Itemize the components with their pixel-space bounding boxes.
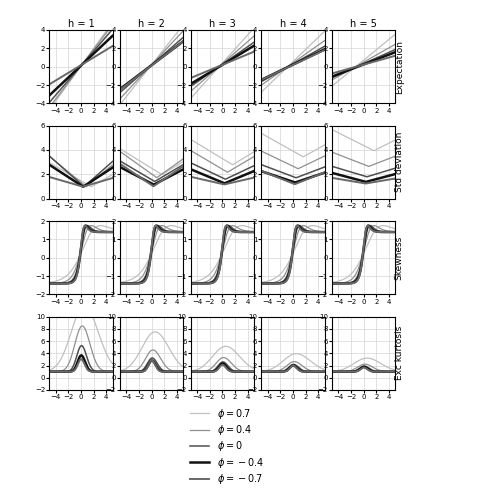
Y-axis label: Std deviation: Std deviation [395,132,404,192]
Y-axis label: Expectation: Expectation [395,40,404,94]
Y-axis label: Exc kurtosis: Exc kurtosis [395,326,404,380]
Y-axis label: Skewness: Skewness [395,236,404,280]
Title: h = 2: h = 2 [138,19,165,29]
Title: h = 5: h = 5 [350,19,377,29]
Title: h = 3: h = 3 [209,19,236,29]
Title: h = 4: h = 4 [280,19,306,29]
Title: h = 1: h = 1 [68,19,94,29]
Legend: $\phi = 0.7$, $\phi = 0.4$, $\phi = 0$, $\phi = -0.4$, $\phi = -0.7$: $\phi = 0.7$, $\phi = 0.4$, $\phi = 0$, … [186,402,268,490]
